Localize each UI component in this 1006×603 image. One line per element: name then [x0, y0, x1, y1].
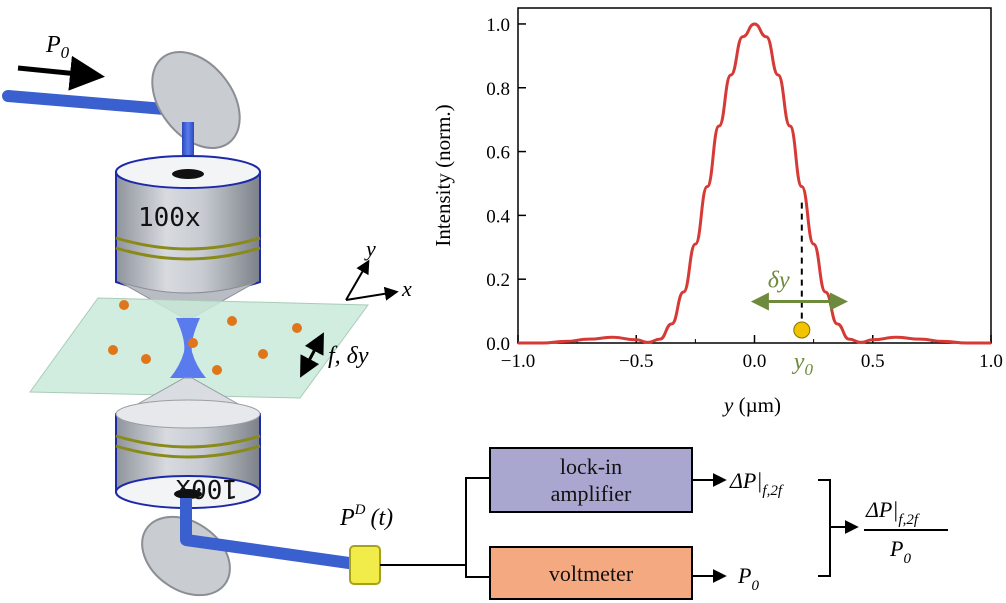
y-tick-label: 0.2 — [486, 270, 510, 291]
objective-top: 100x — [115, 155, 261, 319]
y-tick-label: 0.4 — [486, 206, 510, 227]
particle — [141, 354, 151, 364]
mirror-top — [151, 51, 241, 149]
modulation-arrow — [300, 332, 324, 378]
particle — [227, 316, 237, 326]
nanoparticles — [108, 300, 302, 375]
x-tick-label: −0.5 — [619, 351, 653, 372]
y-axis-label: Intensity (norm.) — [431, 104, 455, 246]
mirror-bottom — [141, 515, 231, 597]
sample-plane — [29, 297, 369, 399]
plot-frame — [517, 7, 992, 344]
particle-marker — [793, 321, 811, 339]
y-tick-label: 0.0 — [486, 334, 510, 355]
lockin-output-label: ΔP|f,2f — [729, 468, 784, 499]
particle — [292, 323, 302, 333]
input-arrow — [17, 55, 105, 91]
x-tick-label: −1.0 — [501, 351, 535, 372]
x-axis-label: y (µm) — [722, 393, 781, 417]
particle — [119, 300, 129, 310]
detector-label: PD (t) — [339, 502, 393, 531]
y-ticks: 0.0 0.2 0.4 0.6 0.8 1.0 — [486, 15, 526, 355]
y-tick-label: 0.6 — [486, 143, 510, 164]
y-tick-label: 1.0 — [486, 15, 510, 36]
electronics: lock-in amplifier voltmeter ΔP|f,2f P0 Δ… — [380, 447, 948, 600]
x-tick-label: 1.0 — [979, 351, 1003, 372]
x-tick-label: 0.0 — [743, 351, 767, 372]
input-power-label: P0 — [45, 32, 70, 62]
modulation-label: f, δy — [328, 343, 369, 369]
lockin-line2: amplifier — [551, 481, 632, 506]
output-beam — [180, 498, 357, 570]
x-tick-label: 0.5 — [861, 351, 885, 372]
intensity-curve — [518, 22, 991, 345]
fiber-connector — [349, 545, 381, 585]
objective-top-label: 100x — [138, 203, 201, 233]
y0-label: y0 — [792, 349, 814, 379]
voltmeter-label: voltmeter — [549, 561, 634, 586]
incoming-beam — [2, 90, 182, 116]
lockin-line1: lock-in — [560, 454, 622, 479]
particle — [212, 365, 222, 375]
x-ticks: −1.0 −0.5 0.0 0.5 1.0 — [501, 335, 1003, 372]
particle — [188, 338, 198, 348]
ratio-denominator: P0 — [889, 536, 911, 567]
lockin-amplifier-box — [489, 447, 693, 513]
objective-bottom: 100x — [115, 377, 261, 509]
axis-x-label: x — [401, 276, 412, 301]
voltmeter-output-label: P0 — [737, 563, 759, 594]
coordinate-axes: y x — [345, 236, 412, 301]
focused-beam — [170, 318, 206, 378]
particle — [108, 345, 118, 355]
axis-y-label: y — [364, 236, 376, 261]
split-wire — [465, 477, 490, 578]
particle — [258, 349, 268, 359]
voltmeter-box — [489, 546, 693, 600]
combine-bracket — [818, 479, 831, 577]
optical-setup: P0 100x — [2, 32, 412, 597]
y-tick-label: 0.8 — [486, 79, 510, 100]
displacement-label: δy — [768, 268, 790, 294]
intensity-chart: −1.0 −0.5 0.0 0.5 1.0 0.00.20.40.60.81.0 δy … — [431, 7, 1003, 417]
ratio-numerator: ΔP|f,2f — [865, 497, 920, 528]
